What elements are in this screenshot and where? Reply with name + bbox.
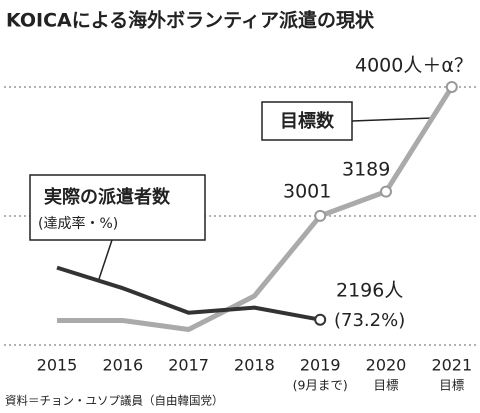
data-note: (73.2%) — [334, 310, 405, 331]
callout-box — [29, 174, 206, 241]
callout-pointer — [97, 239, 113, 283]
x-tick-label: 2019 — [300, 356, 341, 375]
point-marker — [445, 81, 458, 93]
source: 資料＝チョン・ユソプ議員（自由韓国党） — [5, 394, 224, 408]
x-tick-label: 2017 — [168, 356, 209, 375]
data-label: 4000人＋α？ — [355, 55, 473, 77]
data-label: 2196人 — [336, 280, 403, 302]
x-tick-label: 2018 — [234, 356, 275, 375]
x-tick-label: 2016 — [102, 356, 143, 375]
point-marker — [380, 185, 392, 198]
legend-label: 実際の派遣者数 — [44, 186, 171, 208]
x-tick-label: 2021 — [431, 356, 472, 375]
point-marker — [314, 209, 327, 222]
x-tick-label: 2020 — [366, 356, 407, 375]
x-tick-note: (9月まで) — [293, 378, 348, 393]
x-tick-label: 2015 — [37, 356, 78, 375]
data-label: 3001 — [283, 181, 331, 203]
chart-title: KOICAによる海外ボランティア派遣の現状 — [6, 9, 375, 32]
legend-label: 目標数 — [280, 110, 335, 132]
callout-pointer — [351, 117, 433, 122]
x-tick-note: 目標 — [373, 378, 399, 393]
callout-box — [261, 101, 353, 141]
x-tick-note: 目標 — [439, 378, 465, 393]
legend-note: (達成率・%) — [38, 215, 118, 232]
data-label: 3189 — [342, 159, 390, 181]
series-line — [56, 265, 321, 322]
point-marker — [314, 313, 327, 326]
